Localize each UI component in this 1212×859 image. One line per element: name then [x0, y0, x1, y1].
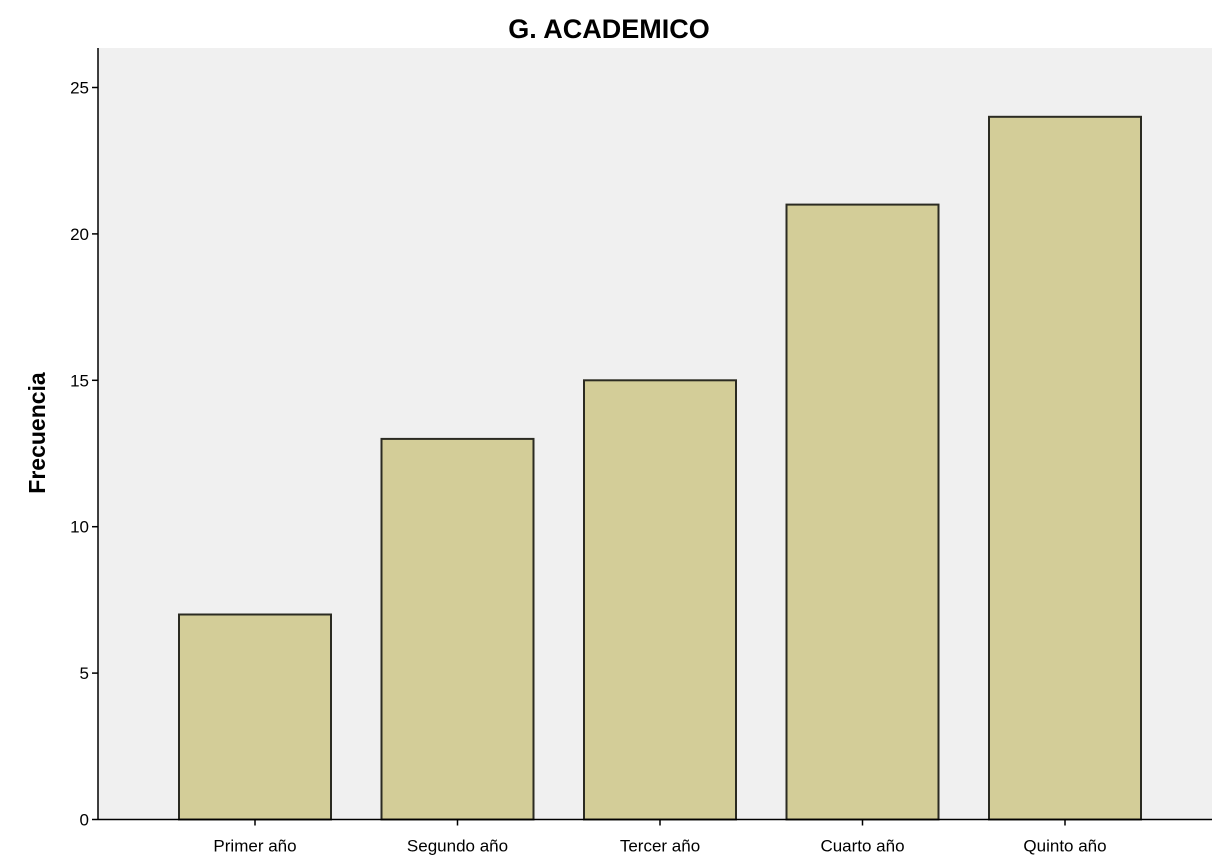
- chart-title: G. ACADEMICO: [508, 14, 710, 44]
- y-axis-label: Frecuencia: [24, 372, 50, 494]
- x-category-label-4: Cuarto año: [820, 837, 904, 856]
- bars-group: [178, 115, 1142, 821]
- bar-2: [380, 437, 535, 821]
- x-axis-category-labels: Primer año Segundo año Tercer año Cuarto añ…: [213, 819, 1107, 856]
- x-category-label-3: Tercer año: [620, 837, 700, 856]
- y-tick-label-15: 15: [70, 371, 89, 390]
- y-tick-label-10: 10: [70, 518, 89, 537]
- bar-5: [988, 115, 1142, 821]
- x-category-label-2: Segundo año: [407, 837, 508, 856]
- x-category-label-1: Primer año: [213, 837, 296, 856]
- y-tick-label-20: 20: [70, 225, 89, 244]
- x-category-label-5: Quinto año: [1023, 837, 1106, 856]
- bar-4: [785, 203, 940, 821]
- y-axis-ticks: 0 5 10 15 20 25: [70, 79, 98, 830]
- bar-1: [178, 613, 332, 821]
- y-tick-label-5: 5: [80, 664, 89, 683]
- y-tick-label-0: 0: [80, 811, 89, 830]
- y-tick-label-25: 25: [70, 79, 89, 98]
- bar-3: [583, 379, 737, 821]
